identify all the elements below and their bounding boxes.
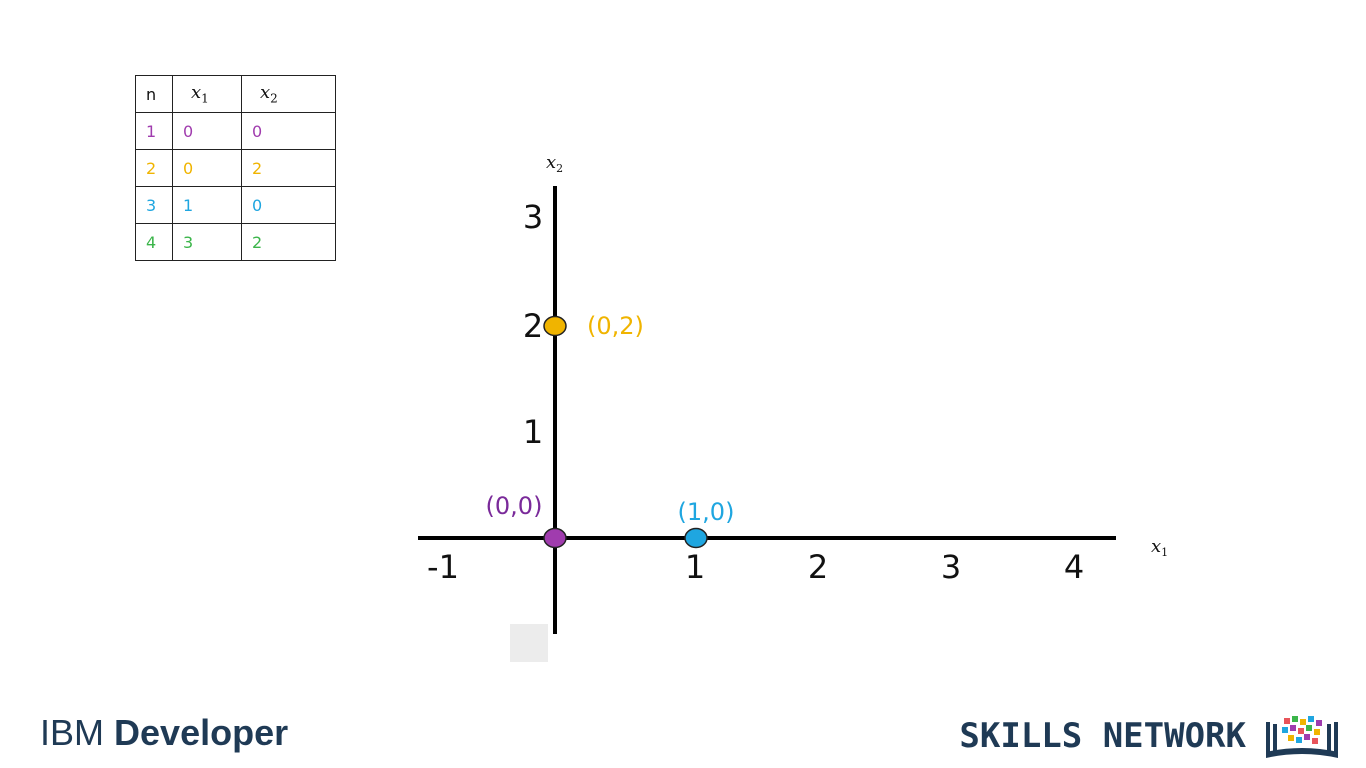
tick-labels: -1 1 2 3 4 1 2 3 (427, 198, 1084, 586)
y-tick-label: 1 (523, 413, 543, 451)
header-x2: x2 (241, 75, 336, 113)
table-cell-x1: 3 (172, 223, 242, 261)
placeholder-square (510, 624, 548, 662)
data-points (543, 315, 708, 549)
x-axis-title: x1 (1151, 536, 1168, 559)
table-header-row: n x1 x2 (135, 75, 336, 113)
x-tick-label: 3 (941, 548, 961, 586)
data-point (543, 315, 567, 337)
point-label: (0,2) (587, 312, 644, 340)
point-labels: (0,0) (0,2) (1,0) (486, 312, 735, 526)
table-cell-x2: 0 (241, 112, 336, 150)
table-cell-n: 4 (135, 223, 173, 261)
y-tick-label: 2 (523, 307, 543, 345)
header-n: n (135, 75, 173, 113)
table-cell-n: 2 (135, 149, 173, 187)
x-tick-label: 4 (1064, 548, 1084, 586)
table-cell-x1: 0 (172, 149, 242, 187)
data-point (543, 527, 567, 549)
x-tick-label: 2 (808, 548, 828, 586)
table-cell-n: 1 (135, 112, 173, 150)
y-axis-title: x2 (546, 152, 563, 175)
data-point (684, 527, 708, 549)
ibm-developer-logo: IBM Developer (40, 712, 289, 753)
y-tick-label: 3 (523, 198, 543, 236)
table-cell-x2: 0 (241, 186, 336, 224)
x-tick-label: -1 (427, 548, 459, 586)
skills-network-books-icon (1266, 716, 1338, 758)
table-cell-x2: 2 (241, 223, 336, 261)
skills-network-logo-text: SKILLS NETWORK (959, 716, 1246, 756)
point-label: (1,0) (678, 498, 735, 526)
x-tick-label: 1 (685, 548, 705, 586)
point-label: (0,0) (486, 492, 543, 520)
table-cell-n: 3 (135, 186, 173, 224)
axes: x1 x2 (418, 152, 1168, 662)
